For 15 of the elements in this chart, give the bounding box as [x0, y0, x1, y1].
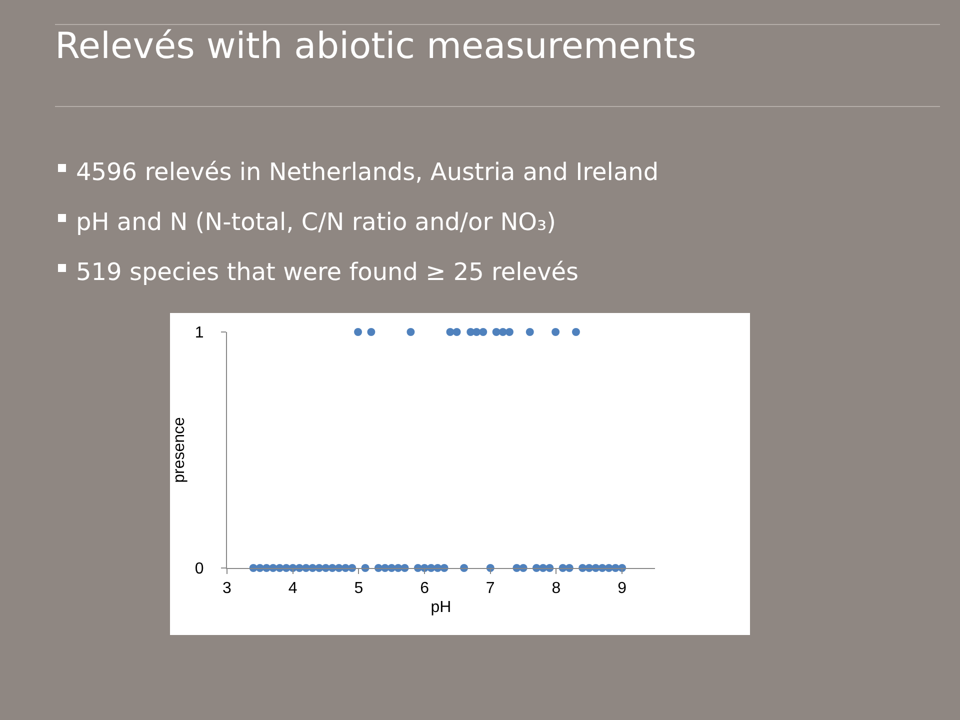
y-tick-label: 0	[194, 560, 204, 578]
x-tick-label: 4	[288, 580, 298, 598]
x-tick-label: 5	[354, 580, 364, 598]
x-tick-label: 9	[618, 580, 627, 598]
text: 4596 relevés in Netherlands, Austria and Ireland	[76, 158, 659, 186]
y-tick-label: 1	[194, 324, 204, 342]
x-tick-label: 3	[222, 580, 232, 598]
x-tick-label: 8	[552, 580, 561, 598]
text: pH and N (N-total, C/N ratio and/or NO₃)	[76, 208, 556, 236]
text: 519 species that were found ≥ 25 relevés	[76, 258, 579, 286]
x-axis-title: pH	[430, 598, 452, 616]
x-tick-label: 7	[486, 580, 495, 598]
y-axis-title: presence	[170, 416, 188, 483]
chart-title: Relevés with abiotic measurements	[55, 26, 696, 67]
x-tick-label: 6	[420, 580, 430, 598]
